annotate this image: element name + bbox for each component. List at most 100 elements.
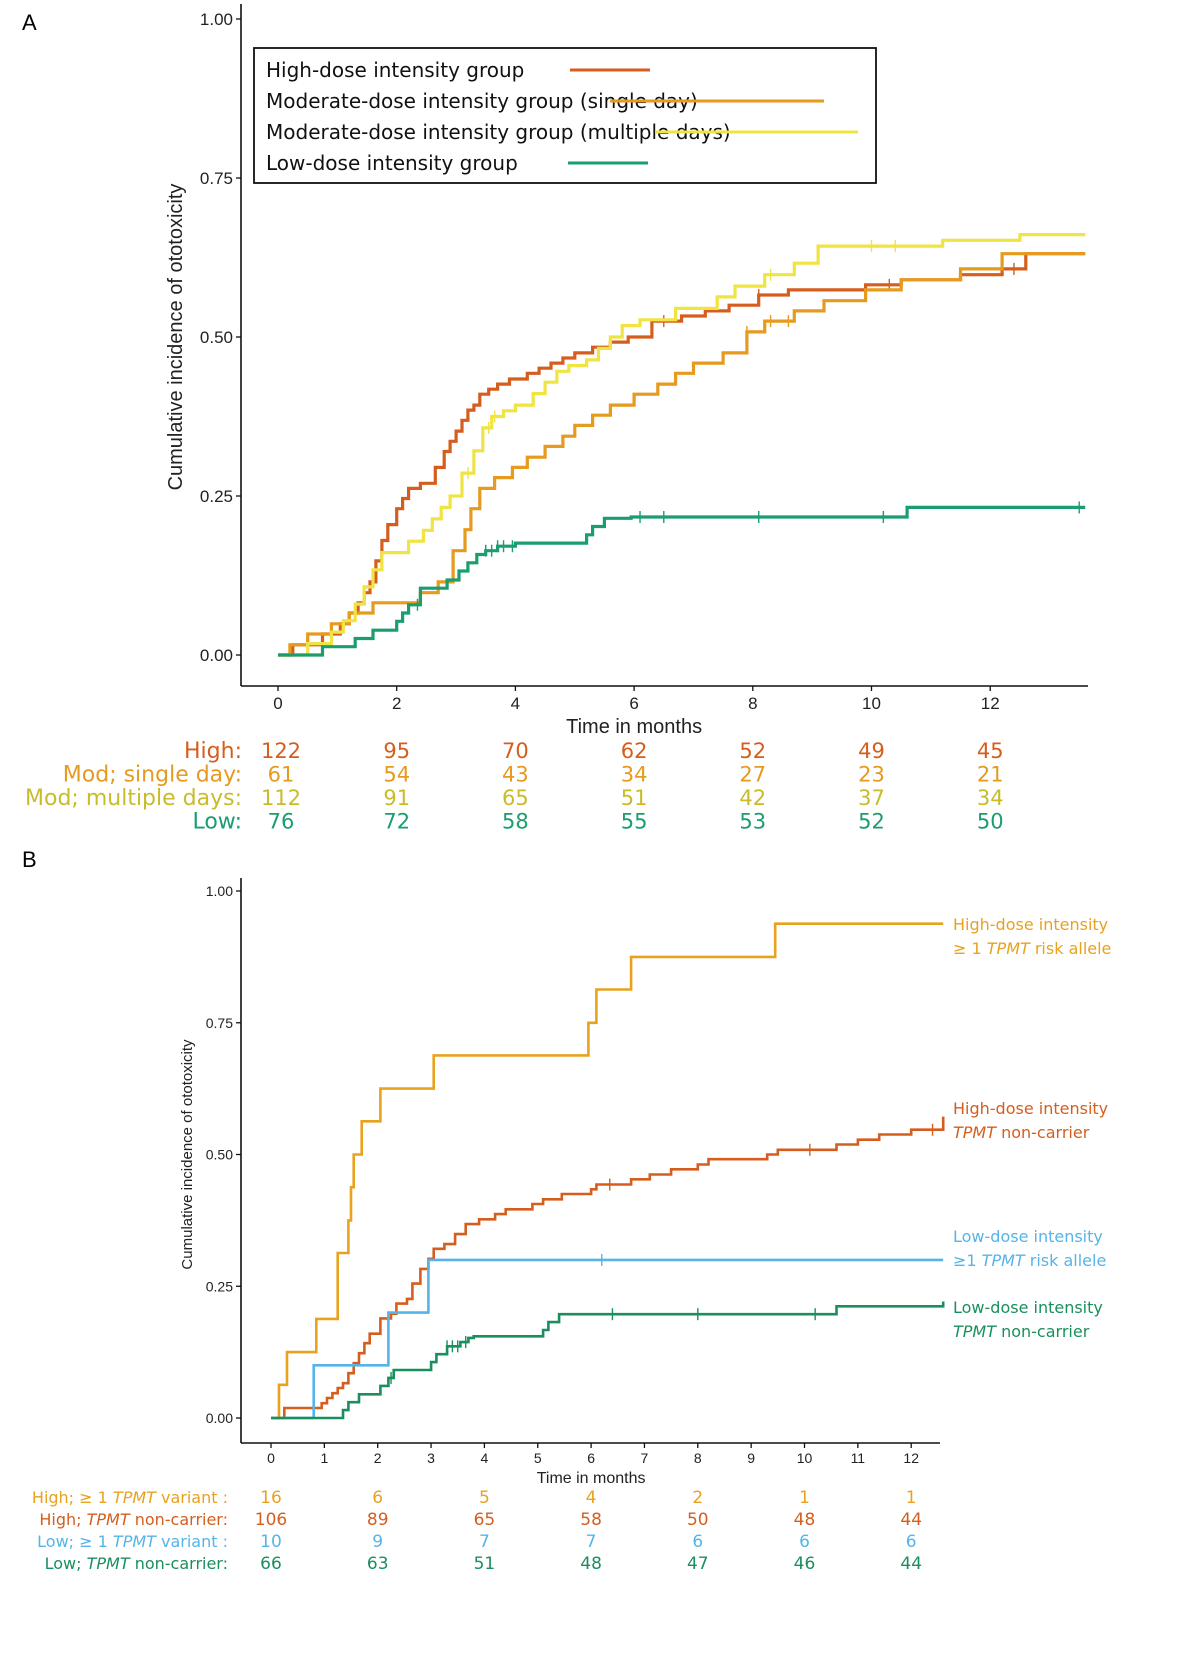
risk-count: 27 xyxy=(739,763,766,787)
km-curve-4 xyxy=(271,1301,945,1420)
risk-count: 53 xyxy=(739,810,766,834)
risk-count: 106 xyxy=(255,1510,287,1530)
risk-count: 66 xyxy=(260,1554,282,1574)
risk-row-label: High; ≥ 1 TPMT variant : xyxy=(32,1488,228,1507)
x-tick-label: 7 xyxy=(641,1450,649,1466)
x-tick-label: 1 xyxy=(320,1450,328,1466)
km-curve-3 xyxy=(278,233,1086,657)
risk-label-part: variant : xyxy=(156,1532,228,1551)
risk-count: 6 xyxy=(799,1532,810,1552)
risk-count: 6 xyxy=(372,1488,383,1508)
panel-a-legend: High-dose intensity group Moderate-dose i… xyxy=(253,47,877,184)
km-curve-1 xyxy=(271,922,944,1420)
risk-label-part: variant : xyxy=(156,1488,228,1507)
risk-count: 9 xyxy=(372,1532,383,1552)
x-tick-label: 2 xyxy=(374,1450,382,1466)
risk-count: 7 xyxy=(586,1532,597,1552)
risk-label-part: High; xyxy=(39,1510,86,1529)
risk-count: 42 xyxy=(739,786,766,810)
risk-count: 89 xyxy=(367,1510,389,1530)
panel-b-axes: 0.000.250.500.751.000 1 2 3 4 5 6 7 8 9 10 11 12Time… xyxy=(179,878,940,1487)
x-tick-label: 0 xyxy=(273,694,282,713)
risk-count: 55 xyxy=(621,810,648,834)
panel-a-chart: 0.00 0.25 0.50 0.75 1.00 0 2 4 6 8 10 12 Time in mon… xyxy=(25,4,1088,835)
x-tick-label: 4 xyxy=(511,694,520,713)
risk-count: 52 xyxy=(739,739,766,763)
risk-count: 52 xyxy=(858,810,885,834)
panel-a-axes: 0.00 0.25 0.50 0.75 1.00 0 2 4 6 8 10 12 Time in mon… xyxy=(165,4,1088,738)
series-label-line2: TPMT non-carrier xyxy=(953,1123,1090,1142)
km-curve-4 xyxy=(278,505,1086,657)
y-tick-label: 0.75 xyxy=(200,169,233,188)
risk-row-label: Low; ≥ 1 TPMT variant : xyxy=(37,1532,228,1551)
risk-count: 5 xyxy=(479,1488,490,1508)
risk-count: 1 xyxy=(799,1488,810,1508)
risk-label-part: High; ≥ 1 xyxy=(32,1488,113,1507)
label-text: ≥ 1 xyxy=(953,939,987,958)
x-tick-label: 12 xyxy=(903,1450,919,1466)
risk-count: 48 xyxy=(580,1554,602,1574)
x-tick-label: 4 xyxy=(481,1450,489,1466)
y-tick-label: 0.25 xyxy=(200,487,233,506)
km-curve-1 xyxy=(278,252,1086,657)
risk-label-part: TPMT xyxy=(87,1510,131,1529)
risk-count: 16 xyxy=(260,1488,282,1508)
x-tick-label: 10 xyxy=(797,1450,813,1466)
y-axis-title: Cumulative incidence of ototoxicity xyxy=(165,184,187,491)
panel-a-risk-table: High: 122 95 70 62 52 49 45 Mod; single day: 61 54… xyxy=(25,739,1004,835)
risk-label-part: TPMT xyxy=(113,1532,157,1551)
panel-b-chart: 0.000.250.500.751.000 1 2 3 4 5 6 7 8 9 10 11 12Time… xyxy=(32,878,1111,1574)
series-label-line1: High-dose intensity xyxy=(953,1099,1108,1118)
risk-count: 122 xyxy=(261,739,301,763)
y-tick-label: 1.00 xyxy=(206,883,233,899)
risk-count: 112 xyxy=(261,786,301,810)
label-gene-italic: TPMT xyxy=(982,1251,1026,1270)
risk-count: 50 xyxy=(977,810,1004,834)
panel-label-a: A xyxy=(22,10,37,35)
y-tick-label: 0.50 xyxy=(206,1147,233,1163)
risk-label-part: TPMT xyxy=(87,1554,131,1573)
x-axis-title: Time in months xyxy=(566,716,702,738)
risk-row-label: High: xyxy=(184,739,242,764)
risk-count: 2 xyxy=(692,1488,703,1508)
label-text: risk allele xyxy=(1030,939,1112,958)
label-text: risk allele xyxy=(1025,1251,1107,1270)
risk-count: 48 xyxy=(794,1510,816,1530)
risk-label-part: Low; ≥ 1 xyxy=(37,1532,113,1551)
risk-count: 44 xyxy=(900,1510,922,1530)
risk-count: 49 xyxy=(858,739,885,763)
risk-count: 45 xyxy=(977,739,1004,763)
x-tick-label: 10 xyxy=(862,694,881,713)
risk-count: 62 xyxy=(621,739,648,763)
x-tick-label: 6 xyxy=(629,694,638,713)
risk-count: 91 xyxy=(383,786,410,810)
label-gene-italic: TPMT xyxy=(953,1123,997,1142)
y-axis-title: Cumulative incidence of ototoxicity xyxy=(179,1039,196,1270)
x-tick-label: 6 xyxy=(587,1450,595,1466)
risk-label-part: TPMT xyxy=(113,1488,157,1507)
x-tick-label: 9 xyxy=(747,1450,755,1466)
series-label-line2: ≥ 1 TPMT risk allele xyxy=(953,939,1111,958)
risk-label-part: non-carrier: xyxy=(130,1554,228,1573)
km-curve-3 xyxy=(271,1258,944,1420)
x-tick-label: 2 xyxy=(392,694,401,713)
y-tick-label: 0.25 xyxy=(206,1278,233,1294)
panel-b-direct-labels: High-dose intensity ≥ 1 TPMT risk allele H… xyxy=(953,915,1111,1341)
label-gene-italic: TPMT xyxy=(987,939,1031,958)
risk-count: 44 xyxy=(900,1554,922,1574)
x-tick-label: 5 xyxy=(534,1450,542,1466)
risk-count: 7 xyxy=(479,1532,490,1552)
series-label-line2: ≥1 TPMT risk allele xyxy=(953,1251,1106,1270)
risk-count: 95 xyxy=(383,739,410,763)
risk-count: 63 xyxy=(367,1554,389,1574)
risk-row-label: Low: xyxy=(192,810,242,835)
risk-count: 23 xyxy=(858,763,885,787)
x-tick-label: 3 xyxy=(427,1450,435,1466)
risk-count: 6 xyxy=(906,1532,917,1552)
x-tick-label: 12 xyxy=(981,694,1000,713)
risk-count: 34 xyxy=(977,786,1004,810)
series-label-line1: Low-dose intensity xyxy=(953,1298,1103,1317)
y-tick-label: 0.00 xyxy=(200,646,233,665)
risk-label-part: Low; xyxy=(45,1554,87,1573)
